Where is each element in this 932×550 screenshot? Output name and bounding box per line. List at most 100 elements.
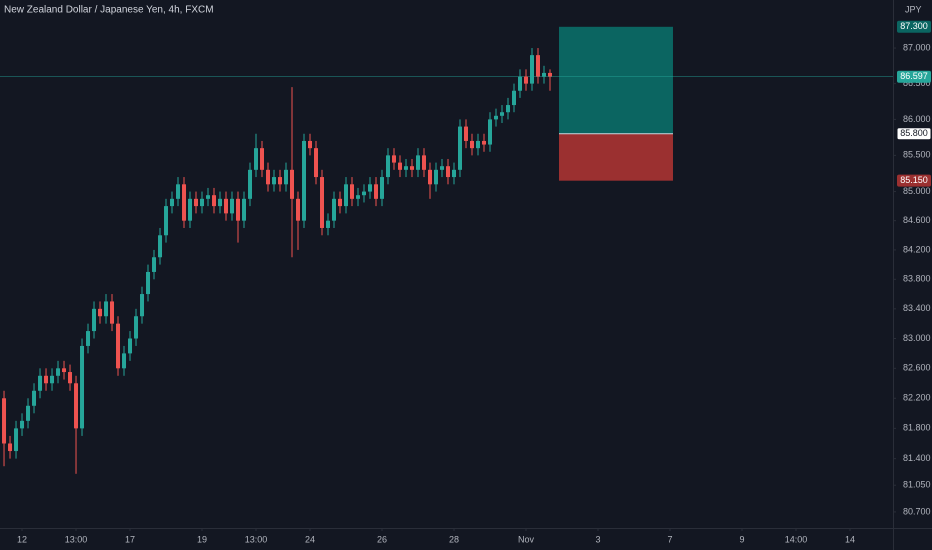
candle-body [368, 184, 373, 192]
candle-body [176, 184, 181, 199]
candle-body [230, 198, 235, 214]
candle-body [529, 55, 534, 84]
y-tick-label: 83.800 [903, 274, 931, 284]
candle-body [505, 105, 510, 113]
candle-body [74, 383, 79, 429]
candle-body [182, 184, 187, 221]
y-tick-label: 85.000 [903, 186, 931, 196]
entry-label: 85.800 [900, 128, 928, 138]
candle-body [308, 140, 313, 149]
candle-body [404, 166, 409, 170]
candle-body [332, 198, 337, 221]
candle-body [374, 184, 379, 199]
loss-zone [558, 133, 673, 181]
candle-body [248, 169, 253, 199]
plot-area [0, 26, 893, 474]
candle-body [440, 166, 445, 170]
x-tick-label: 13:00 [245, 534, 268, 544]
candle-body [98, 308, 103, 317]
candle-body [296, 198, 301, 221]
candle-body [493, 115, 498, 120]
candle-body [260, 148, 265, 170]
current-price-label: 86.597 [900, 71, 928, 81]
profit-zone [558, 26, 673, 134]
currency-label: JPY [905, 4, 922, 14]
y-tick-label: 81.400 [903, 453, 931, 463]
candle-body [218, 198, 223, 207]
candle-body [410, 166, 415, 170]
x-tick-label: Nov [518, 534, 535, 544]
candle-body [44, 375, 49, 384]
candle-body [344, 184, 349, 207]
candle-body [164, 206, 169, 236]
candle-body [290, 169, 295, 199]
current-price-tag [897, 70, 931, 83]
candle-body [463, 126, 468, 141]
y-tick-label: 80.700 [903, 506, 931, 516]
candle-body [499, 112, 504, 116]
candle-body [140, 294, 145, 317]
y-tick-label: 84.600 [903, 215, 931, 225]
candle-body [523, 76, 528, 84]
candle-body [56, 368, 61, 376]
candle-body [422, 155, 427, 170]
candle-body [362, 191, 367, 196]
candle-body [194, 198, 199, 207]
candle-body [326, 220, 331, 228]
candle-body [236, 198, 241, 221]
candle-body [451, 169, 456, 178]
candle-body [254, 148, 259, 170]
y-tick-label: 83.400 [903, 303, 931, 313]
candle-body [50, 375, 55, 384]
candle-body [380, 177, 385, 199]
candle-body [434, 169, 439, 185]
candle-body [338, 198, 343, 207]
candle-body [116, 323, 121, 369]
x-tick-label: 7 [667, 534, 672, 544]
entry-tag [896, 127, 932, 141]
candle-body [487, 119, 492, 145]
candle-body [457, 126, 462, 170]
axes: 87.000 86.500 86.000 85.500 85.000 84.600 84.2… [17, 20, 932, 544]
stop-loss-tag [897, 174, 931, 187]
x-tick-label: 9 [739, 534, 744, 544]
x-tick-label: 3 [595, 534, 600, 544]
y-tick-label: 82.200 [903, 393, 931, 403]
candle-body [212, 195, 217, 207]
candle-body [200, 198, 205, 207]
candle-body [188, 198, 193, 221]
candle-body [134, 316, 139, 339]
x-tick-label: 17 [125, 534, 135, 544]
candle-body [517, 76, 522, 91]
candle-body [20, 420, 25, 429]
y-tick-label: 81.800 [903, 423, 931, 433]
candle-body [535, 55, 540, 77]
take-profit-tag [897, 20, 931, 33]
y-tick-label: 85.500 [903, 150, 931, 160]
y-tick-label: 87.000 [903, 42, 931, 52]
candle-body [314, 148, 319, 178]
x-tick-label: 14:00 [785, 534, 808, 544]
candle-body [62, 368, 67, 373]
candle-body [170, 198, 175, 207]
candle-body [416, 155, 421, 170]
x-tick-label: 26 [377, 534, 387, 544]
candle-body [302, 140, 307, 221]
stop-loss-label: 85.150 [900, 175, 928, 185]
candle-body [392, 155, 397, 163]
x-tick-label: 19 [197, 534, 207, 544]
y-tick-label: 84.200 [903, 244, 931, 254]
candle-body [32, 390, 37, 406]
candle-body [284, 169, 289, 185]
candle-body [110, 301, 115, 324]
candle-body [242, 198, 247, 221]
candle-body [86, 331, 91, 346]
candle-body [469, 140, 474, 149]
candle-body [206, 195, 211, 199]
candle-body [68, 372, 73, 384]
x-tick-label: 24 [305, 534, 315, 544]
candle-body [158, 235, 163, 258]
x-tick-label: 12 [17, 534, 27, 544]
x-tick-label: 14 [845, 534, 855, 544]
candle-body [266, 169, 271, 185]
